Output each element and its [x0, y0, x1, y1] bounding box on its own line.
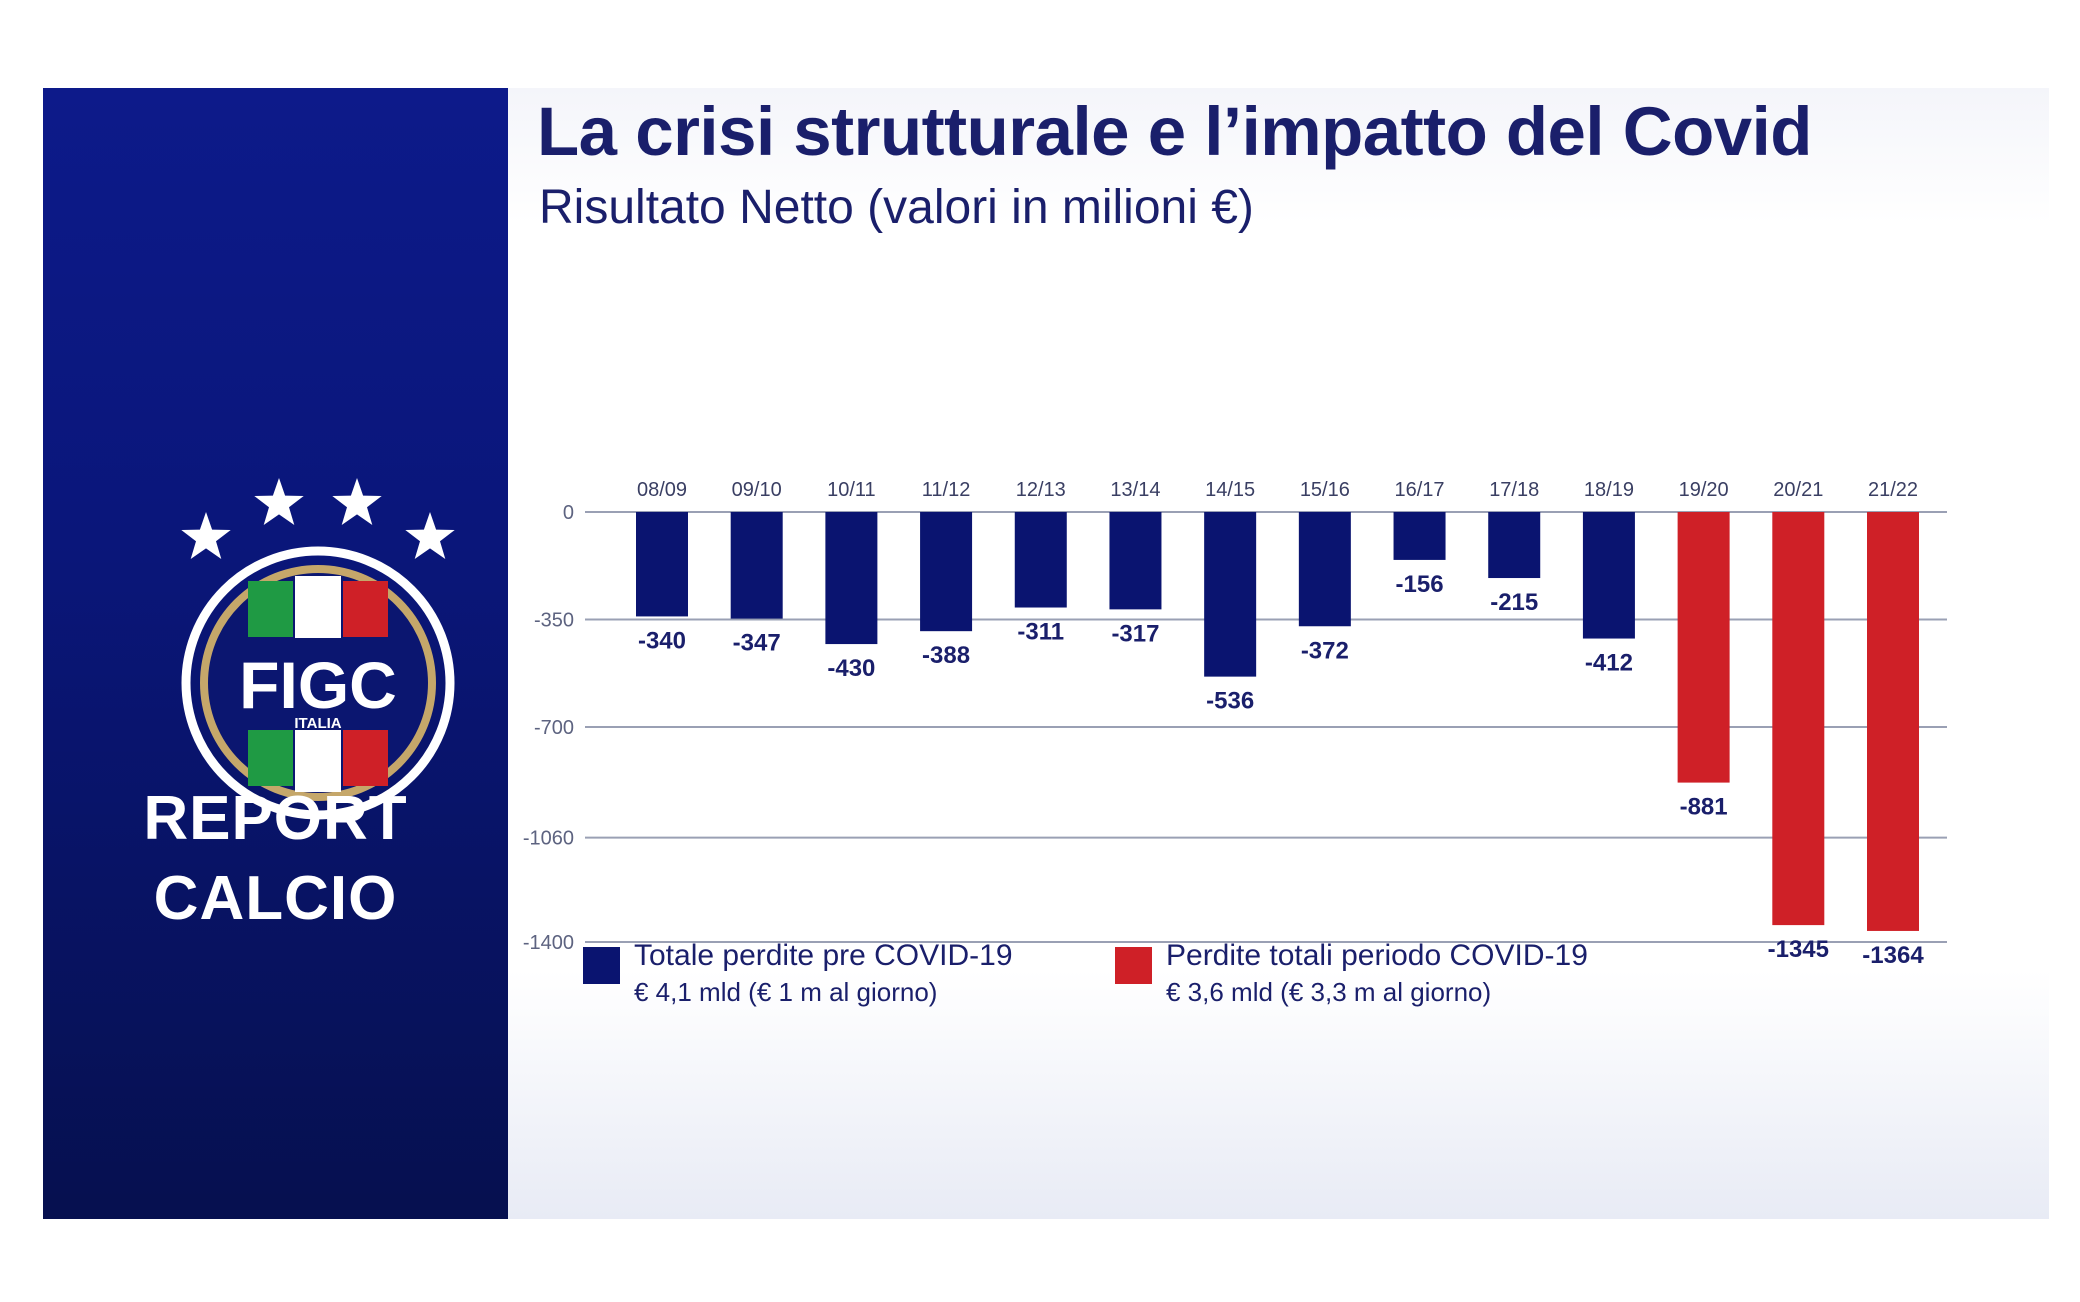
- x-tick-label: 09/10: [732, 479, 782, 501]
- star-icon: [254, 478, 304, 525]
- bar: [1298, 512, 1351, 627]
- bar: [1772, 512, 1825, 926]
- data-label: -430: [827, 655, 875, 682]
- x-tick-label: 08/09: [637, 479, 687, 501]
- bar: [1867, 512, 1919, 931]
- data-label: -317: [1111, 620, 1159, 647]
- data-label: -881: [1680, 794, 1728, 821]
- bar: [1204, 512, 1257, 677]
- x-tick-label: 18/19: [1584, 479, 1634, 501]
- x-tick-label: 16/17: [1395, 479, 1445, 501]
- bar: [920, 512, 973, 632]
- figc-logo-subtext: ITALIA: [294, 715, 341, 732]
- chart-subtitle: Risultato Netto (valori in milioni €): [539, 181, 1254, 234]
- y-tick-label: -700: [534, 717, 574, 739]
- x-tick-label: 11/12: [922, 479, 971, 501]
- star-icon: [405, 512, 455, 559]
- star-icon: [181, 512, 231, 559]
- legend-detail: € 4,1 mld (€ 1 m al giorno): [634, 977, 938, 1007]
- bar: [730, 512, 783, 619]
- chart-title: La crisi strutturale e l’impatto del Cov…: [537, 93, 1812, 170]
- data-label: -412: [1585, 650, 1633, 677]
- y-tick-label: -350: [534, 610, 574, 632]
- x-tick-label: 21/22: [1868, 479, 1918, 501]
- x-tick-label: 13/14: [1110, 479, 1160, 501]
- x-tick-label: 20/21: [1773, 479, 1823, 501]
- bar: [1109, 512, 1162, 610]
- bar: [1677, 512, 1730, 783]
- sidebar: FIGC ITALIA REPORT CALCIO: [43, 88, 508, 1219]
- legend-label: Totale perdite pre COVID-19: [634, 939, 1013, 972]
- data-label: -311: [1017, 619, 1064, 646]
- legend-label: Perdite totali periodo COVID-19: [1166, 939, 1588, 972]
- x-tick-label: 17/18: [1489, 479, 1539, 501]
- calcio-label: CALCIO: [153, 864, 398, 933]
- x-tick-label: 19/20: [1679, 479, 1729, 501]
- data-label: -372: [1301, 637, 1349, 664]
- legend-swatch-covid: [1115, 947, 1152, 984]
- bar: [1488, 512, 1541, 579]
- legend-swatch-pre-covid: [583, 947, 620, 984]
- data-label: -215: [1490, 589, 1538, 616]
- bar: [1582, 512, 1635, 639]
- report-label: REPORT: [143, 784, 408, 853]
- figc-logo-text: FIGC: [239, 648, 397, 722]
- star-icon: [332, 478, 382, 525]
- x-tick-label: 15/16: [1300, 479, 1350, 501]
- data-label: -156: [1396, 571, 1444, 598]
- legend-detail: € 3,6 mld (€ 3,3 m al giorno): [1166, 977, 1492, 1007]
- x-tick-label: 14/15: [1205, 479, 1255, 501]
- bar: [1393, 512, 1446, 560]
- data-label: -388: [922, 642, 970, 669]
- y-tick-label: 0: [563, 502, 574, 524]
- figc-logo: FIGC ITALIA: [43, 378, 508, 838]
- x-tick-label: 10/11: [827, 479, 876, 501]
- data-label: -1345: [1768, 936, 1829, 963]
- bar: [1014, 512, 1067, 608]
- data-label: -1364: [1862, 942, 1924, 969]
- bar: [825, 512, 878, 645]
- data-label: -340: [638, 627, 686, 654]
- y-tick-label: -1400: [523, 932, 574, 954]
- y-tick-label: -1060: [523, 828, 574, 850]
- x-tick-label: 12/13: [1016, 479, 1066, 501]
- bar: [636, 512, 688, 617]
- data-label: -347: [733, 630, 781, 657]
- data-label: -536: [1206, 688, 1254, 715]
